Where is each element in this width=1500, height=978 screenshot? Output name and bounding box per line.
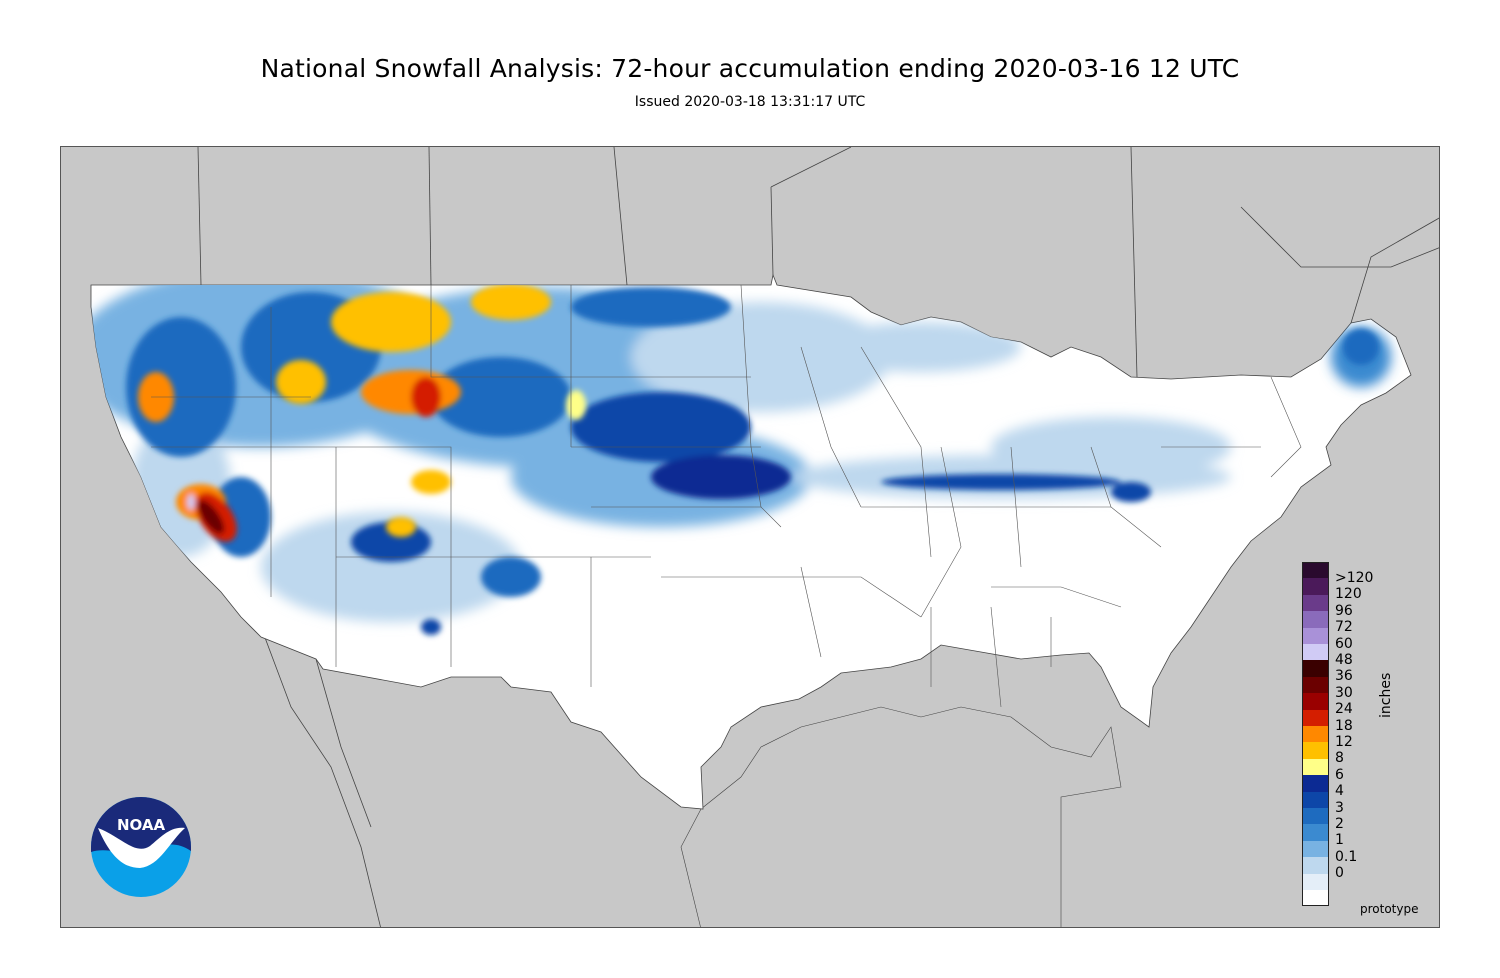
legend-label: 12 xyxy=(1335,734,1353,750)
legend-swatch xyxy=(1302,693,1329,710)
legend-label: 6 xyxy=(1335,766,1344,783)
page-subtitle: Issued 2020-03-18 13:31:17 UTC xyxy=(634,94,866,110)
legend-label: 18 xyxy=(1335,717,1353,734)
map-canvas xyxy=(90,147,1439,927)
legend-label: 30 xyxy=(1335,684,1353,701)
legend-swatch xyxy=(1302,676,1329,694)
legend-swatch xyxy=(1302,824,1329,841)
legend-swatch xyxy=(1302,873,1329,890)
legend-swatch xyxy=(1302,808,1329,825)
legend-swatch xyxy=(1302,726,1329,743)
legend-swatch xyxy=(1302,840,1329,858)
legend-swatch xyxy=(1302,775,1329,792)
legend-label: 72 xyxy=(1335,619,1353,636)
state-borders xyxy=(151,284,1302,708)
legend-label: 24 xyxy=(1335,701,1353,718)
legend-label: 48 xyxy=(1335,652,1353,668)
legend-swatch xyxy=(1302,791,1329,808)
legend-label: 96 xyxy=(1335,602,1353,619)
snowfall-map xyxy=(60,146,1440,928)
legend-units-label: inches xyxy=(1378,672,1394,718)
legend-label: 120 xyxy=(1335,586,1362,603)
legend-swatch xyxy=(1302,627,1329,644)
page-title: National Snowfall Analysis: 72-hour accu… xyxy=(260,54,1240,83)
legend-label: >120 xyxy=(1335,570,1374,586)
legend-label: 4 xyxy=(1335,783,1344,800)
legend-swatch xyxy=(1302,578,1329,595)
legend-label: 3 xyxy=(1335,799,1344,816)
neighbor-borders xyxy=(197,147,1439,927)
legend-label: 60 xyxy=(1335,635,1353,652)
legend-swatch xyxy=(1302,611,1329,628)
legend-label: 0 xyxy=(1335,865,1344,882)
legend-swatch xyxy=(1302,758,1329,776)
legend-label: 8 xyxy=(1335,750,1344,767)
legend-swatch xyxy=(1302,644,1329,661)
legend-swatch xyxy=(1302,890,1329,907)
legend-swatch xyxy=(1302,742,1329,759)
legend-swatch xyxy=(1302,594,1329,612)
legend-label: 1 xyxy=(1335,832,1344,849)
gulf-of-mexico xyxy=(680,706,1122,927)
legend-label: 36 xyxy=(1335,668,1353,685)
snowfall-overlay xyxy=(91,275,1391,635)
prototype-note: prototype xyxy=(1360,902,1419,916)
noaa-logo-text: NOAA xyxy=(117,816,166,834)
legend-label: 0.1 xyxy=(1335,848,1358,865)
legend-swatch xyxy=(1302,660,1329,677)
legend-label: 2 xyxy=(1335,816,1344,832)
legend-swatch xyxy=(1302,857,1329,874)
legend-swatch xyxy=(1302,562,1329,579)
legend-swatch xyxy=(1302,709,1329,726)
noaa-logo: NOAA xyxy=(91,797,191,897)
